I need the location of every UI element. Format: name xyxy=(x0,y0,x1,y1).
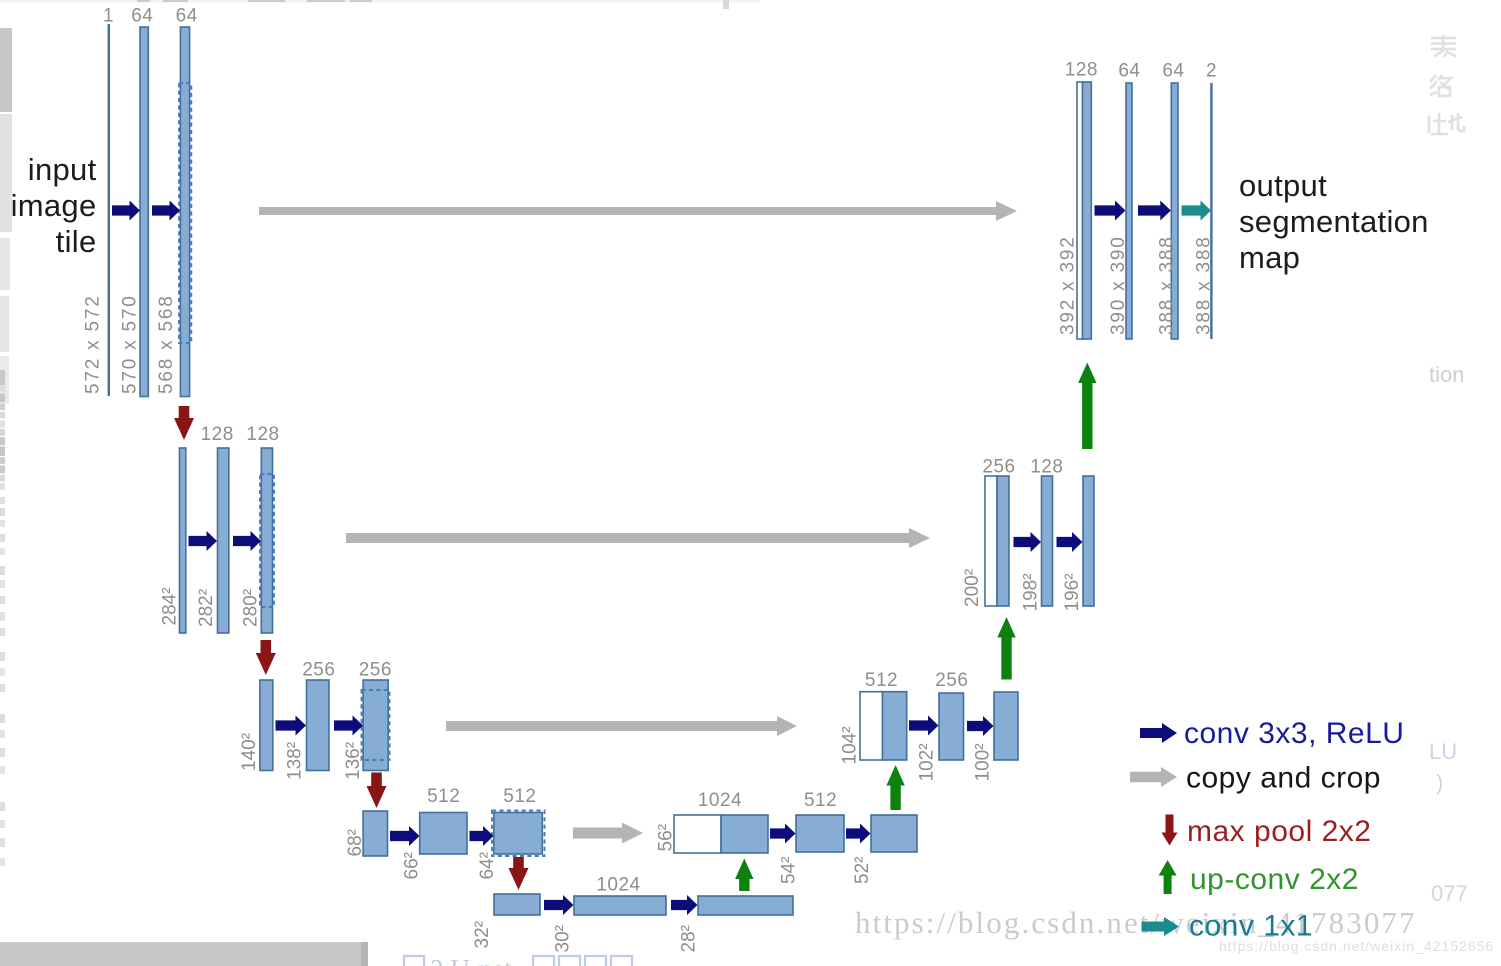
svg-text:64²: 64² xyxy=(477,852,498,879)
svg-text:200²: 200² xyxy=(962,569,983,607)
svg-text:138²: 138² xyxy=(284,742,305,780)
svg-text:388 x 388: 388 x 388 xyxy=(1194,235,1215,335)
svg-text:390 x 390: 390 x 390 xyxy=(1108,235,1129,335)
svg-text:https://blog.csdn.net/weixin_4: https://blog.csdn.net/weixin_41783077 xyxy=(855,905,1417,940)
svg-text:copy and crop: copy and crop xyxy=(1186,762,1381,795)
svg-text:54²: 54² xyxy=(779,857,800,884)
svg-text:104²: 104² xyxy=(839,726,860,764)
svg-text:128: 128 xyxy=(246,424,279,445)
svg-text:280²: 280² xyxy=(240,589,261,627)
svg-text:512: 512 xyxy=(503,786,536,807)
svg-text:572 x 572: 572 x 572 xyxy=(82,294,103,394)
svg-text:map: map xyxy=(1239,240,1300,275)
svg-text:570 x 570: 570 x 570 xyxy=(120,294,141,394)
svg-text:64: 64 xyxy=(1162,61,1184,82)
svg-text:388 x 388: 388 x 388 xyxy=(1156,235,1177,335)
svg-text:198²: 198² xyxy=(1021,573,1042,611)
svg-text:284²: 284² xyxy=(159,587,180,625)
svg-text:28²: 28² xyxy=(679,925,700,952)
svg-text:136²: 136² xyxy=(343,742,364,780)
svg-text:image: image xyxy=(11,188,97,223)
svg-text:up-conv 2x2: up-conv 2x2 xyxy=(1190,863,1359,896)
svg-text:30²: 30² xyxy=(553,925,574,952)
svg-text:102²: 102² xyxy=(917,743,938,781)
svg-text:256: 256 xyxy=(302,660,335,681)
svg-text:256: 256 xyxy=(982,457,1015,478)
svg-text:conv 3x3, ReLU: conv 3x3, ReLU xyxy=(1184,717,1404,750)
svg-text:output: output xyxy=(1239,168,1327,203)
svg-text:128: 128 xyxy=(1065,60,1098,81)
svg-text:196²: 196² xyxy=(1062,573,1083,611)
svg-text:2: 2 xyxy=(1206,61,1217,82)
svg-text:128: 128 xyxy=(201,424,234,445)
svg-text:100²: 100² xyxy=(973,743,994,781)
svg-text:2 U-net: 2 U-net xyxy=(430,954,512,966)
svg-text:56²: 56² xyxy=(655,824,676,851)
svg-text:282²: 282² xyxy=(196,589,217,627)
svg-text:tion: tion xyxy=(1429,362,1464,387)
svg-text:segmentation: segmentation xyxy=(1239,204,1429,239)
svg-text:568 x 568: 568 x 568 xyxy=(156,294,177,394)
svg-text:1024: 1024 xyxy=(596,875,640,896)
svg-text:077: 077 xyxy=(1431,881,1468,906)
svg-text:1024: 1024 xyxy=(698,790,742,811)
svg-text:128: 128 xyxy=(1030,457,1063,478)
svg-text:LU: LU xyxy=(1429,739,1457,764)
svg-text:): ) xyxy=(1436,770,1443,795)
svg-text:conv 1x1: conv 1x1 xyxy=(1189,910,1313,943)
svg-text:64: 64 xyxy=(1118,61,1140,82)
svg-text:52²: 52² xyxy=(852,857,873,884)
svg-text:64: 64 xyxy=(176,6,198,27)
svg-text:68²: 68² xyxy=(345,829,366,856)
svg-text:256: 256 xyxy=(359,660,392,681)
svg-text:512: 512 xyxy=(804,790,837,811)
svg-text:512: 512 xyxy=(865,670,898,691)
svg-text:64: 64 xyxy=(131,6,153,27)
svg-text:140²: 140² xyxy=(239,733,260,771)
svg-text:input: input xyxy=(28,152,97,187)
svg-text:max pool 2x2: max pool 2x2 xyxy=(1187,815,1371,848)
svg-text:32²: 32² xyxy=(472,921,493,948)
svg-text:1: 1 xyxy=(103,6,114,27)
svg-text:512: 512 xyxy=(427,786,460,807)
svg-text:256: 256 xyxy=(935,670,968,691)
svg-text:66²: 66² xyxy=(402,852,423,879)
svg-text:392 x 392: 392 x 392 xyxy=(1058,235,1079,335)
svg-text:tile: tile xyxy=(56,224,97,259)
svg-text:https://blog.csdn.net/weixin_4: https://blog.csdn.net/weixin_42152656 xyxy=(1219,938,1494,954)
